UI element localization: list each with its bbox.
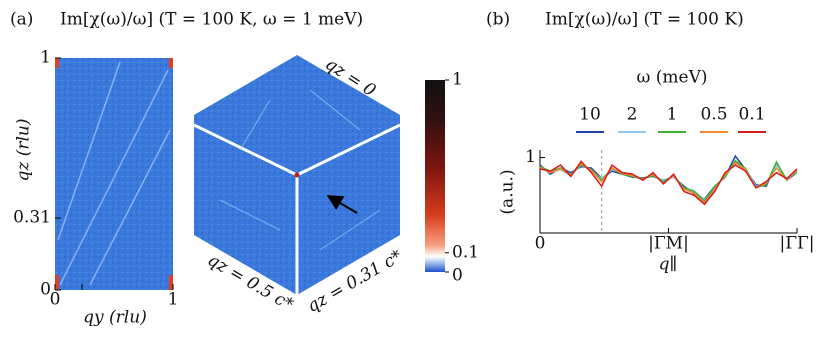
colorbar-tick-label: 1	[452, 70, 463, 90]
x-tick-label: |ΓΓ|	[779, 234, 814, 254]
x-tick-label: 0	[50, 290, 61, 310]
x-axis-label: q∥	[659, 255, 678, 275]
colorbar-tick-label: 0	[452, 266, 463, 286]
legend-label: 2	[627, 105, 638, 125]
arrow	[326, 194, 358, 214]
heatmap-image	[55, 58, 173, 290]
legend-label: 0.1	[738, 105, 765, 125]
panel-title: Im[χ(ω)/ω] (T = 100 K, ω = 1 meV)	[60, 10, 363, 30]
hot-spot	[294, 172, 300, 178]
panel-a	[55, 55, 445, 295]
heatmap-streaks	[57, 61, 171, 286]
hot-spot	[55, 275, 59, 290]
legend-title: ω (meV)	[637, 68, 708, 88]
legend-label: 10	[579, 105, 601, 125]
series-line	[539, 160, 798, 206]
y-axis-label: qz (rlu)	[14, 118, 34, 181]
hot-spot	[169, 58, 173, 68]
colorbar-tick-label: 0.1	[452, 242, 479, 262]
panel-label: (a)	[10, 10, 33, 30]
x-tick-label: 1	[168, 290, 179, 310]
hot-spot	[169, 275, 173, 290]
y-tick-label: 1	[525, 147, 536, 167]
y-tick-label: 0	[40, 280, 51, 300]
face-dividers	[193, 123, 401, 295]
hexagon-streaks	[219, 89, 381, 251]
y-axis-label: (a.u.)	[498, 169, 518, 214]
x-axis-label: qy (rlu)	[83, 308, 147, 328]
x-tick-label: 0	[535, 234, 546, 254]
x-tick-label: |ΓM|	[648, 234, 689, 254]
colorbar	[425, 80, 445, 272]
y-tick-label: 1	[40, 48, 51, 68]
legend-label: 0.5	[700, 105, 727, 125]
panel-title: Im[χ(ω)/ω] (T = 100 K)	[545, 10, 744, 30]
panel-label: (b)	[486, 10, 510, 30]
y-tick-label: 0.31	[13, 208, 51, 228]
legend-label: 1	[667, 105, 678, 125]
hot-spot	[55, 58, 59, 68]
series-line	[539, 154, 798, 200]
